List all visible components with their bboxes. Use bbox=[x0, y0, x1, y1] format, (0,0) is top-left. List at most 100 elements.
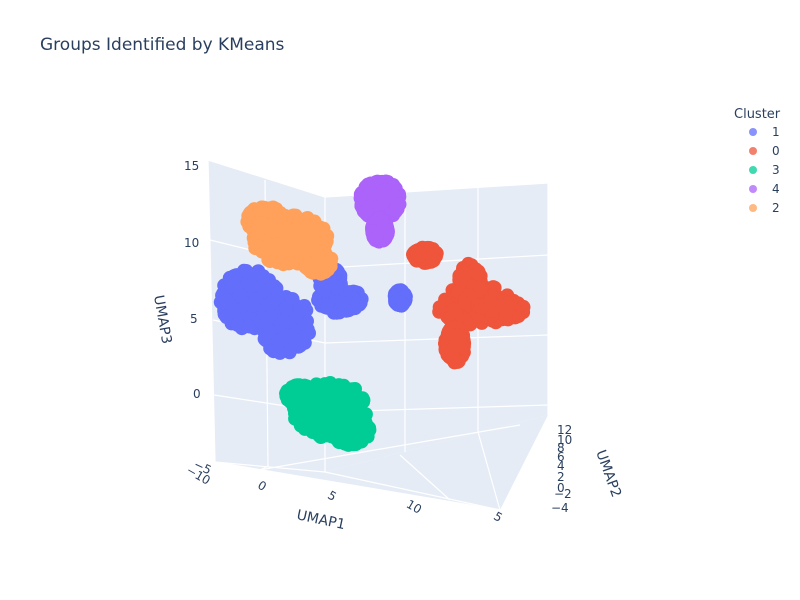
data-point bbox=[304, 392, 319, 407]
series-4 bbox=[353, 174, 407, 249]
data-point bbox=[376, 194, 391, 209]
y-tick-label: 8 bbox=[557, 441, 565, 455]
legend-label: 4 bbox=[772, 182, 780, 196]
data-point bbox=[316, 282, 331, 297]
data-point bbox=[256, 269, 271, 284]
data-point bbox=[233, 288, 248, 303]
legend-label: 0 bbox=[772, 144, 780, 158]
gridline bbox=[324, 471, 501, 511]
legend-title: Cluster bbox=[734, 107, 781, 122]
data-point bbox=[307, 214, 322, 229]
legend-label: 3 bbox=[772, 163, 780, 177]
data-point bbox=[272, 333, 286, 348]
legend-marker bbox=[749, 147, 757, 155]
data-point bbox=[279, 301, 294, 316]
gridline bbox=[214, 461, 326, 473]
scatter-points bbox=[213, 174, 531, 452]
data-point bbox=[470, 266, 485, 281]
data-point bbox=[288, 245, 303, 260]
data-point bbox=[279, 234, 294, 249]
y-tick-label: 2 bbox=[557, 470, 565, 484]
data-point bbox=[498, 310, 513, 325]
y-tick-label: 6 bbox=[557, 450, 565, 464]
data-point bbox=[300, 229, 315, 244]
data-point bbox=[432, 300, 447, 315]
data-point bbox=[249, 202, 264, 217]
data-point bbox=[263, 309, 278, 324]
data-point bbox=[369, 230, 384, 245]
x-tick-label: 0 bbox=[255, 478, 269, 494]
z-tick-label: 5 bbox=[190, 312, 198, 326]
x-tick-label: 5 bbox=[491, 509, 505, 525]
chart-title: Groups Identified by KMeans bbox=[40, 35, 285, 55]
data-point bbox=[348, 436, 363, 451]
legend-marker bbox=[749, 204, 757, 212]
scene[interactable]: 15 10 5 0 −5 −10 0 5 10 5 12 10 8 6 4 2 … bbox=[150, 159, 624, 533]
series-3 bbox=[279, 376, 377, 452]
data-point bbox=[458, 266, 473, 281]
data-point bbox=[272, 345, 287, 360]
data-point bbox=[275, 255, 290, 270]
legend-marker bbox=[749, 185, 757, 193]
y-axis-ticks: 12 10 8 6 4 2 0 −2 −4 bbox=[551, 423, 572, 515]
data-point bbox=[356, 393, 371, 408]
data-point bbox=[334, 415, 348, 430]
z-axis-title: UMAP3 bbox=[150, 294, 174, 345]
data-point bbox=[230, 317, 245, 332]
legend-label: 1 bbox=[772, 125, 780, 139]
y-tick-label: 12 bbox=[557, 423, 572, 437]
y-tick-label: 10 bbox=[557, 433, 572, 447]
z-tick-label: 0 bbox=[193, 387, 201, 401]
back-wall-right bbox=[325, 183, 548, 472]
legend-item[interactable]: 0 bbox=[749, 144, 780, 158]
y-tick-label: 0 bbox=[557, 481, 565, 495]
gridline bbox=[207, 159, 326, 198]
data-point bbox=[270, 245, 285, 260]
data-point bbox=[441, 326, 456, 341]
z-axis-ticks: 15 10 5 0 −5 bbox=[184, 159, 214, 477]
data-point bbox=[283, 387, 298, 402]
data-point bbox=[446, 350, 461, 365]
data-point bbox=[219, 293, 234, 308]
z-tick-label: 15 bbox=[184, 159, 199, 173]
x-axis-title: UMAP1 bbox=[295, 507, 347, 533]
y-tick-label: 4 bbox=[557, 459, 565, 473]
y-tick-label: −2 bbox=[554, 487, 572, 501]
data-point bbox=[463, 317, 478, 332]
legend-item[interactable]: 2 bbox=[749, 201, 780, 215]
data-point bbox=[304, 407, 319, 422]
data-point bbox=[299, 258, 314, 273]
data-point bbox=[288, 208, 303, 223]
data-point bbox=[252, 217, 267, 232]
data-point bbox=[333, 433, 348, 448]
legend-marker bbox=[749, 166, 757, 174]
data-point bbox=[266, 224, 281, 239]
legend-label: 2 bbox=[772, 201, 780, 215]
data-point bbox=[376, 219, 391, 234]
gridline bbox=[207, 159, 216, 463]
data-point bbox=[222, 272, 237, 287]
series-2 bbox=[240, 200, 339, 281]
legend-item[interactable]: 4 bbox=[749, 182, 780, 196]
data-point bbox=[262, 324, 277, 339]
data-point bbox=[244, 278, 259, 293]
data-point bbox=[245, 298, 260, 313]
data-point bbox=[345, 384, 360, 399]
z-tick-label: 10 bbox=[184, 236, 199, 250]
data-point bbox=[292, 414, 307, 429]
z-tick-label: −5 bbox=[192, 457, 214, 477]
data-point bbox=[264, 279, 279, 294]
gridline bbox=[229, 424, 521, 476]
data-point bbox=[277, 313, 292, 328]
y-axis-title: UMAP2 bbox=[592, 448, 624, 500]
legend-item[interactable]: 1 bbox=[749, 125, 780, 139]
legend-item[interactable]: 3 bbox=[749, 163, 780, 177]
data-point bbox=[344, 417, 359, 432]
data-point bbox=[297, 299, 312, 313]
data-point bbox=[242, 319, 257, 334]
data-point bbox=[321, 258, 336, 273]
series-0 bbox=[406, 240, 531, 370]
data-point bbox=[304, 419, 319, 434]
x-tick-label: 5 bbox=[325, 488, 339, 504]
data-point bbox=[320, 395, 335, 410]
